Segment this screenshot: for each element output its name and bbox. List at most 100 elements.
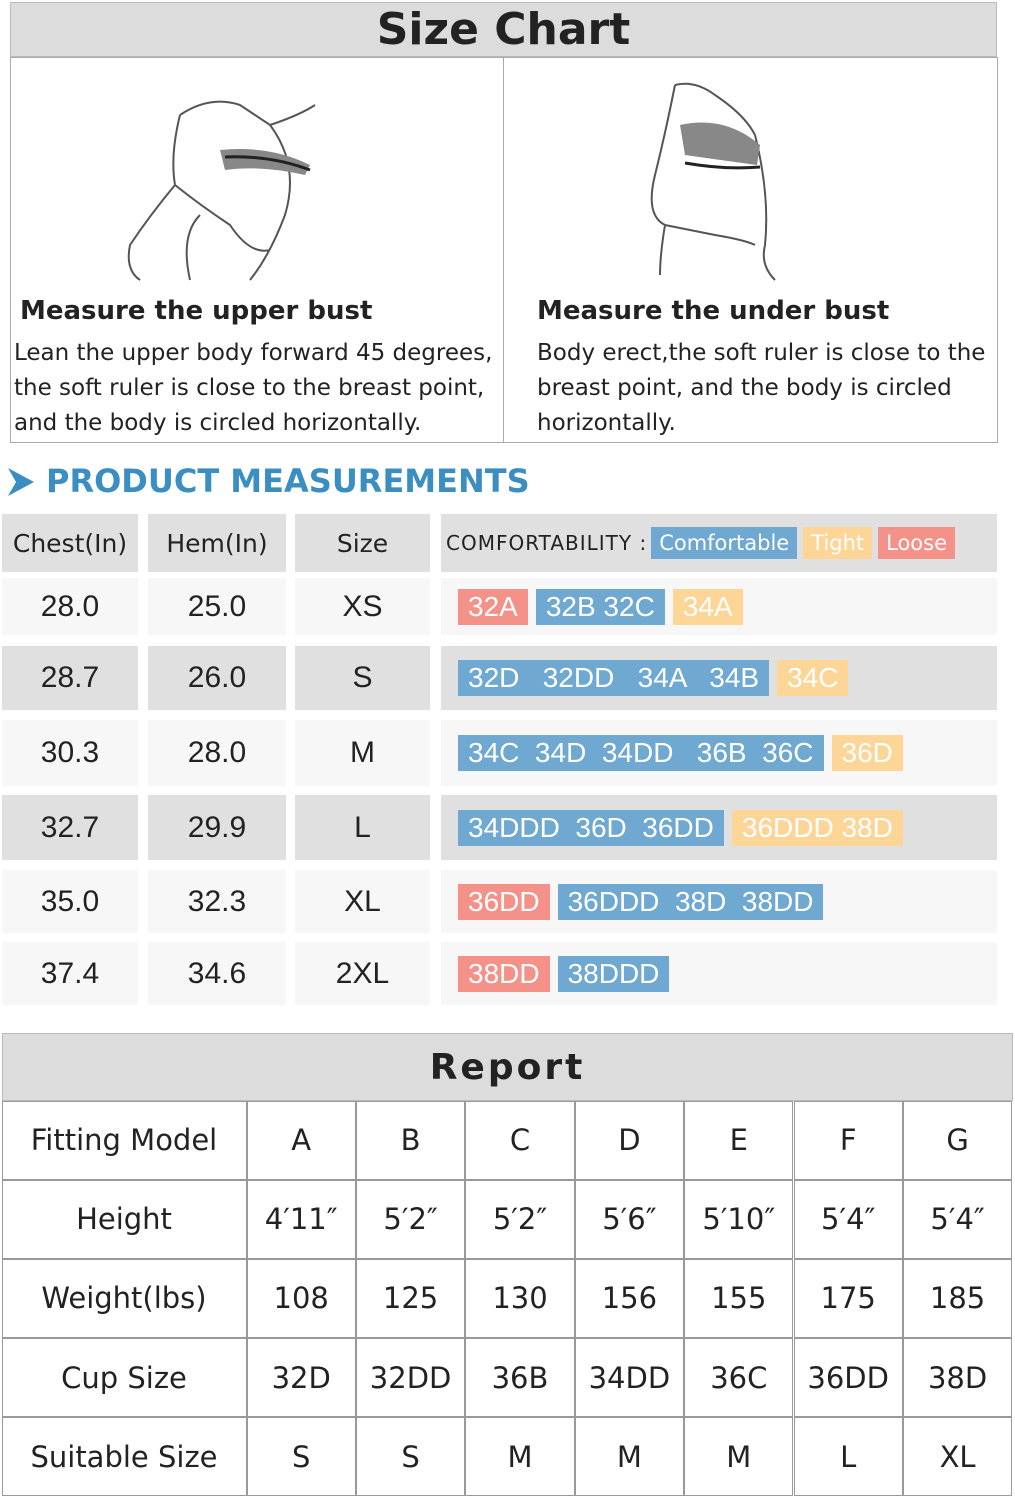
table-cell: 2XL [295,942,430,1005]
report-cell: B [355,1100,466,1180]
cell-text: 25.0 [187,589,247,623]
size-chip: 32A [458,588,528,625]
cell-text: M [350,736,375,769]
cell-text: L [354,810,371,844]
report-cell: 5′10″ [684,1179,794,1259]
legend-chip: Tight [803,527,873,559]
header-cell: COMFORTABILITY : Comfortable Tight Loose [441,514,997,572]
report-text: Fitting Model [30,1123,218,1158]
report-cell: 36DD [793,1338,903,1418]
header-cell: Size [295,514,430,572]
cell-text: 37.4 [40,956,100,990]
header-text: Chest(In) [12,528,128,558]
report-text: B [400,1123,421,1158]
report-text: 32D [271,1360,331,1395]
table-cell: 29.9 [148,795,286,860]
table-cell: 34.6 [148,942,286,1005]
measure-text: horizontally. [537,410,676,436]
report-cell: 34DD [574,1338,685,1418]
report-cell: F [793,1100,903,1180]
report-cell: 185 [902,1258,1013,1339]
report-text: 34DD [588,1360,671,1395]
size-chip: 36D [831,735,903,771]
cell-text: 34.6 [187,956,247,990]
measure-panel [503,57,998,443]
report-cell: 4′11″ [246,1179,356,1259]
chip-cell: 34C 34D 34DD 36B 36C 36D [441,720,997,786]
report-text: 36C [710,1360,768,1395]
report-cell: 108 [246,1258,356,1339]
table-cell: 35.0 [2,870,138,933]
measure-heading: Measure the under bust [537,296,890,326]
table-cell: 32.7 [2,795,138,860]
table-cell: 37.4 [2,942,138,1005]
report-text: 4′11″ [264,1202,338,1237]
report-cell: 5′2″ [465,1179,575,1259]
report-cell: Cup Size [1,1338,247,1418]
report-cell: S [246,1417,356,1497]
report-text: 5′4″ [930,1202,985,1237]
chip-cell: 32D 32DD 34A 34B 34C [441,646,997,710]
report-cell: 32D [246,1338,356,1418]
report-text: 38D [927,1360,988,1395]
table-cell: 26.0 [148,646,286,710]
report-cell: Suitable Size [1,1417,247,1497]
report-text: M [726,1439,752,1474]
report-cell: 5′2″ [355,1179,466,1259]
report-cell: 156 [574,1258,685,1339]
report-cell: 130 [465,1258,575,1339]
report-text: E [729,1123,748,1158]
report-text: XL [939,1439,976,1474]
header-text: Size [336,528,389,558]
title-bar: Size Chart [10,2,997,57]
header-cell: Hem(In) [148,514,286,572]
report-cell: 155 [684,1258,794,1339]
header-cell: Chest(In) [2,514,138,572]
measure-text: and the body is circled horizontally. [14,410,422,436]
report-text: F [839,1123,857,1158]
table-cell: M [295,720,430,786]
report-cell: C [465,1100,575,1180]
report-text: Height [76,1202,172,1237]
size-chip: 34A [672,588,743,625]
chip-cell: 36DD 36DDD 38D 38DD [441,870,997,933]
report-text: A [291,1123,312,1158]
report-text: S [401,1439,420,1474]
measure-text: the soft ruler is close to the breast po… [14,375,485,401]
illustration [127,100,316,281]
cell-text: S [352,661,373,694]
report-text: L [840,1439,857,1474]
report-text: 32DD [369,1360,452,1395]
legend-chip: Loose [878,527,955,559]
cell-text: 35.0 [40,884,100,918]
report-text: 108 [273,1281,329,1316]
table-cell: 30.3 [2,720,138,786]
report-cell: XL [902,1417,1013,1497]
report-cell: M [465,1417,575,1497]
report-title-bar: Report [2,1033,1013,1101]
size-chip: 34C 34D 34DD 36B 36C [458,735,824,771]
cell-text: 2XL [335,956,390,990]
report-text: 130 [492,1281,548,1316]
report-cell: G [902,1100,1013,1180]
size-chip: 34C [777,660,849,696]
cell-text: XS [342,589,383,623]
report-cell: S [355,1417,466,1497]
size-chip: 32D 32DD 34A 34B [458,660,770,696]
section-title: PRODUCT MEASUREMENTS [46,462,530,500]
report-cell: 5′4″ [793,1179,903,1259]
chip-cell: 34DDD 36D 36DD 36DDD 38D [441,795,997,860]
report-cell: 32DD [355,1338,466,1418]
report-text: 155 [711,1281,767,1316]
table-cell: S [295,646,430,710]
report-text: Cup Size [61,1360,187,1395]
report-cell: Height [1,1179,247,1259]
size-chip: 38DDD [557,955,670,992]
report-cell: 175 [793,1258,903,1339]
size-chip: 38DD [458,955,550,992]
report-text: Weight(lbs) [41,1281,207,1316]
cell-text: 32.3 [187,884,247,918]
table-cell: L [295,795,430,860]
report-text: G [946,1123,969,1158]
